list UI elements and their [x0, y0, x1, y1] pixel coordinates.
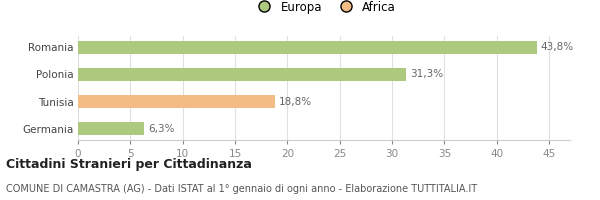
Text: 43,8%: 43,8%: [541, 42, 574, 52]
Text: Cittadini Stranieri per Cittadinanza: Cittadini Stranieri per Cittadinanza: [6, 158, 252, 171]
Text: 6,3%: 6,3%: [148, 124, 175, 134]
Bar: [78, 68, 406, 81]
Bar: [78, 122, 144, 135]
Text: COMUNE DI CAMASTRA (AG) - Dati ISTAT al 1° gennaio di ogni anno - Elaborazione T: COMUNE DI CAMASTRA (AG) - Dati ISTAT al …: [6, 184, 477, 194]
Bar: [78, 41, 536, 54]
Text: 18,8%: 18,8%: [279, 97, 312, 107]
Text: 31,3%: 31,3%: [410, 69, 443, 79]
Bar: [78, 95, 275, 108]
Legend: Europa, Africa: Europa, Africa: [250, 0, 398, 16]
